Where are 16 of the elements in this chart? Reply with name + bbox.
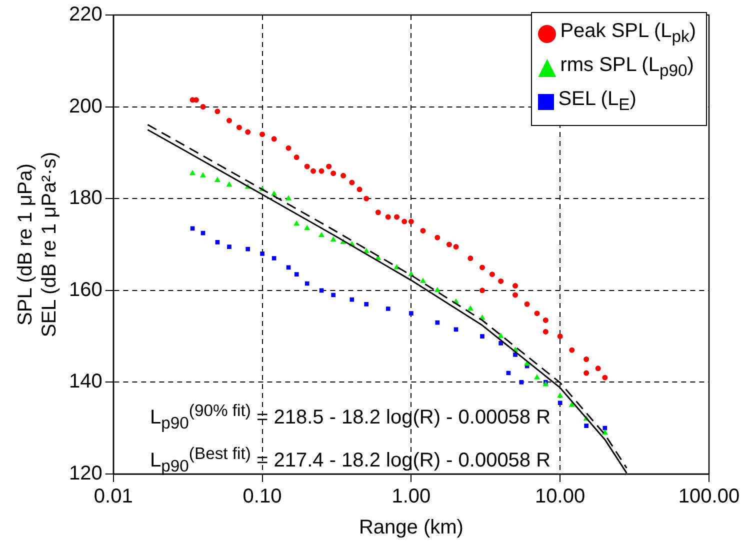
x-axis-title: Range (km)	[358, 516, 464, 539]
x-tick-label: 10.00	[535, 486, 586, 508]
y-axis-title: SPL (dB re 1 μPa) SEL (dB re 1 μPa²·s)	[14, 152, 61, 338]
y-tick-label: 140	[68, 370, 102, 393]
y-tick-label: 160	[68, 278, 102, 301]
x-tick-label: 1.00	[392, 486, 431, 508]
legend-label: SEL (L$_{E}$)	[558, 87, 636, 116]
x-tick-label: 0.01	[94, 486, 133, 508]
legend-label: rms SPL (L$_{p90}$)	[560, 53, 694, 82]
y-tick-label: 180	[68, 187, 102, 210]
y-tick-label: 200	[68, 95, 102, 118]
y-tick-label: 220	[68, 4, 102, 26]
y-tick-label: 120	[68, 462, 102, 485]
x-tick-label: 0.10	[242, 486, 282, 508]
x-tick-label: 100.00	[678, 486, 740, 508]
legend-label: Peak SPL (L$_{pk}$)	[560, 19, 696, 48]
